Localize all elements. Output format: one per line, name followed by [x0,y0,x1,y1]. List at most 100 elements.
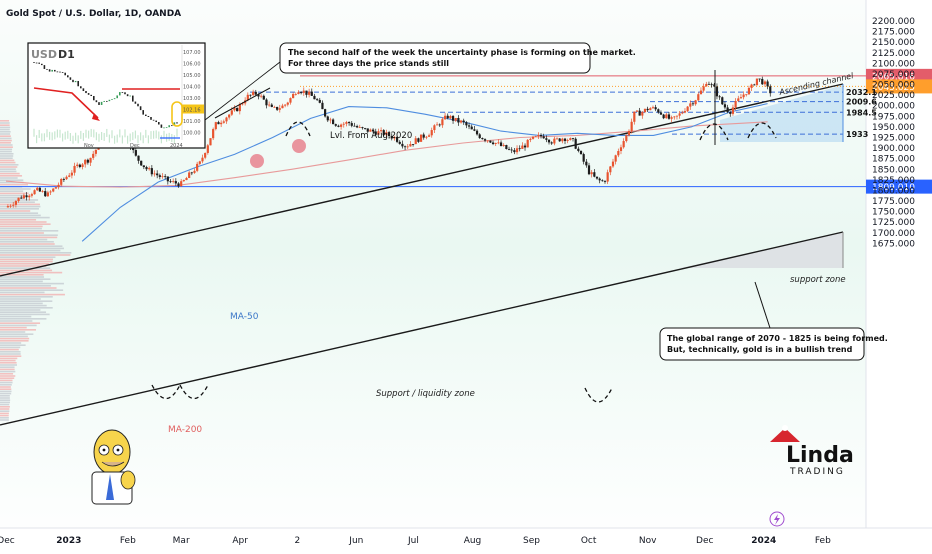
volume-profile-bar [0,241,54,243]
y-tick-label: 2100.000 [872,59,915,69]
lightning-icon[interactable] [769,511,785,527]
volume-profile-bar [0,309,41,311]
candle-body [721,97,724,105]
candle-body [145,167,148,170]
candle-body [177,183,180,187]
candle-body [553,138,556,144]
candle-body [252,91,255,96]
candle-body [9,205,12,207]
candle-body [555,138,559,140]
inset-candle [134,101,137,104]
volume-profile-bar [0,208,39,210]
candle-body [89,157,92,163]
candle-body [494,142,497,144]
inset-candle [121,92,124,93]
candle-body [747,87,751,95]
callout-box-1[interactable] [279,42,591,74]
candle-body [729,112,732,114]
volume-profile-bar [0,357,18,360]
candle-body [694,100,697,105]
volume-profile-bar [0,144,13,146]
candle-body [603,181,607,182]
logo-brand: Linda [786,443,854,468]
candle-body [761,78,764,85]
channel-upper-line[interactable] [0,83,844,277]
inset-x-label: Nov [84,143,94,149]
candle-body [462,120,465,123]
volume-profile-bar [0,183,28,186]
inset-candle [129,95,131,97]
candle-body [164,176,167,178]
candle-body [569,138,572,141]
volume-profile-bar [0,258,54,261]
volume-profile-bar [0,252,72,254]
callout-2-line1: The global range of 2070 - 1825 is being… [667,334,888,343]
inset-candle [77,80,79,87]
inset-y-label: 102.16 [183,108,201,114]
volume-profile-bar [0,282,64,285]
candle-body [593,172,596,177]
volume-profile-bar [0,408,10,410]
candle-body [702,86,705,91]
volume-profile-bar [0,159,15,162]
chart-title: Gold Spot / U.S. Dollar, 1D, OANDA [6,9,181,19]
inset-volume-bar [160,135,162,144]
x-tick-label: Aug [464,536,482,546]
candle-body [313,95,316,100]
candle-body [595,176,599,179]
dashed-level-label: 1984.5 [846,108,877,117]
time-axis-panel[interactable] [0,528,932,550]
volume-profile-bar [0,414,9,417]
volume-profile-bar [0,348,19,351]
candle-body [395,136,399,142]
candle-body [371,129,375,132]
volume-profile [0,120,72,421]
volume-profile-bar [0,190,24,192]
volume-profile-bar [0,201,35,203]
candle-body [246,94,249,101]
y-tick-label: 1875.000 [872,155,915,165]
candle-body [385,132,388,136]
candle-body [742,94,745,98]
inset-volume-bar [132,132,134,141]
candle-body [188,172,191,178]
inset-candle [59,71,61,73]
inset-candle [158,122,160,125]
candle-body [382,130,385,136]
candle-body [481,138,484,140]
candle-body [571,138,575,139]
lvl-aug-label: Lvl. From Aug.2020 [330,131,412,141]
inset-volume-bar [155,130,157,139]
volume-profile-bar [0,128,10,131]
channel-lower-line[interactable] [0,231,844,426]
volume-profile-bar [0,355,22,357]
volume-profile-bar [0,320,33,322]
candle-body [633,111,636,122]
inset-candle [38,62,40,64]
inset-candle [80,86,82,89]
callout-box-2[interactable] [659,327,865,361]
x-tick-label: Mar [173,536,190,546]
inset-volume-bar [54,131,56,140]
inset-volume-bar [140,132,142,141]
inset-candle [155,120,157,123]
inset-candle [106,100,108,102]
volume-profile-bar [0,243,55,245]
candle-body [182,180,185,182]
volume-profile-bar [0,315,32,318]
candle-body [318,99,321,103]
inset-volume-bar [93,129,95,138]
volume-profile-bar [0,221,47,223]
support-zone-label: support zone [790,275,846,285]
candle-body [486,140,489,142]
candle-body [300,92,303,94]
volume-profile-bar [0,265,47,267]
inset-candle [41,63,43,66]
candle-body [411,144,415,145]
candle-body [305,90,308,95]
inset-candle [176,122,178,124]
candle-body [201,157,204,162]
y-tick-label: 2000.000 [872,102,915,112]
candle-body [76,164,79,166]
